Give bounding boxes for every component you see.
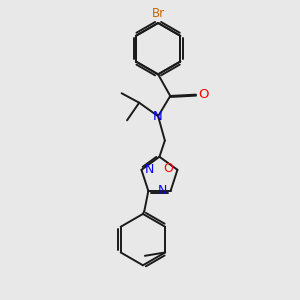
Text: N: N: [158, 184, 167, 197]
Text: N: N: [153, 110, 163, 123]
Text: Br: Br: [152, 7, 165, 20]
Text: O: O: [164, 162, 173, 175]
Text: N: N: [145, 163, 154, 176]
Text: O: O: [198, 88, 208, 101]
